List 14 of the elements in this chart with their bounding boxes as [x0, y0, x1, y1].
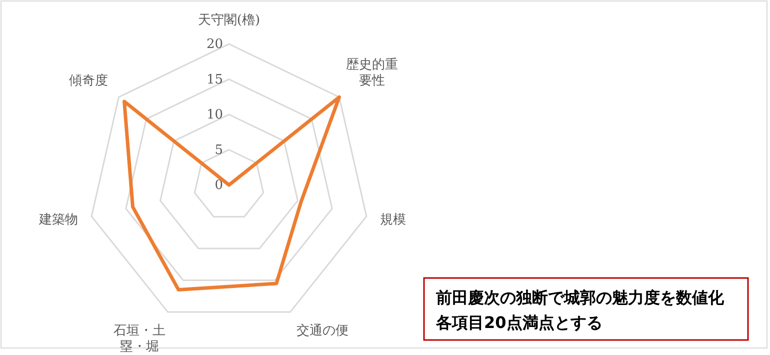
spoke-label: 石垣・土塁・堀 — [114, 324, 166, 355]
y-tick-label: 15 — [206, 72, 223, 88]
y-tick-label: 10 — [206, 108, 223, 122]
spoke-label: 交通の便 — [296, 322, 348, 339]
y-tick-label: 20 — [206, 37, 223, 52]
y-tick-label: 0 — [214, 178, 223, 193]
spoke-label: 規模 — [380, 212, 406, 228]
spoke-label: 天守閣(櫓) — [198, 13, 260, 28]
spoke-label: 歴史的重要性 — [346, 57, 398, 88]
text: 各項目20点満点とする — [435, 313, 602, 332]
text: 前田慶次の独断で城郭の魅力度を数値化 — [435, 288, 725, 307]
spoke-label: 建築物 — [38, 212, 78, 228]
y-tick-label: 5 — [214, 142, 223, 158]
spoke-label: 傾奇度 — [68, 72, 108, 88]
